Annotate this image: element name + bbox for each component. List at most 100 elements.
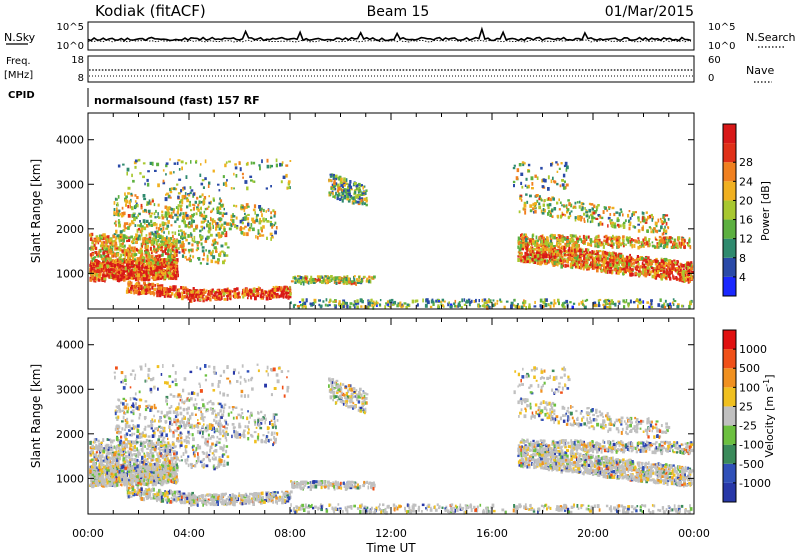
data-cell	[182, 249, 185, 253]
data-cell	[126, 260, 128, 262]
data-cell	[207, 255, 209, 258]
data-cell	[539, 237, 541, 240]
data-cell	[526, 244, 528, 247]
data-cell	[126, 222, 129, 225]
data-cell	[135, 200, 137, 203]
data-cell	[142, 176, 145, 179]
data-cell	[160, 241, 163, 243]
data-cell	[234, 163, 237, 165]
data-cell	[179, 192, 181, 194]
data-cell	[627, 242, 629, 244]
data-cell	[579, 236, 581, 238]
cpid-text: normalsound (fast) 157 RF	[94, 94, 260, 107]
data-cell	[341, 189, 343, 192]
data-cell	[144, 277, 147, 281]
data-cell	[256, 214, 259, 217]
data-cell	[328, 301, 330, 303]
data-cell	[599, 239, 601, 242]
nsearch-label: N.Search	[746, 31, 796, 44]
data-cell	[325, 275, 327, 277]
data-cell	[537, 262, 539, 265]
data-cell	[385, 302, 387, 304]
data-cell	[285, 164, 288, 166]
data-cell	[361, 278, 363, 280]
data-cell	[220, 234, 222, 237]
data-cell	[199, 200, 201, 204]
data-cell	[226, 161, 228, 163]
data-cell	[691, 277, 693, 280]
data-cell	[138, 267, 140, 270]
data-cell	[254, 297, 257, 301]
data-cell	[181, 201, 183, 204]
data-cell	[164, 258, 166, 262]
data-cell	[367, 302, 369, 306]
data-cell	[330, 179, 333, 182]
data-cell	[200, 207, 202, 211]
data-cell	[233, 205, 235, 207]
data-cell	[182, 286, 184, 289]
data-cell	[550, 237, 552, 239]
data-cell	[149, 232, 152, 235]
data-cell	[252, 228, 255, 232]
data-cell	[174, 162, 177, 165]
data-cell	[123, 239, 126, 243]
data-cell	[172, 231, 174, 233]
data-cell	[548, 261, 550, 264]
data-cell	[132, 222, 135, 224]
data-cell	[258, 229, 260, 233]
data-cell	[550, 235, 552, 238]
data-cell	[207, 220, 209, 223]
data-cell	[555, 251, 557, 254]
data-cell	[688, 305, 691, 309]
data-cell	[200, 262, 202, 264]
data-cell	[114, 274, 116, 276]
data-cell	[188, 194, 190, 196]
data-cell	[166, 162, 169, 165]
data-cell	[150, 220, 152, 223]
data-cell	[298, 280, 300, 282]
data-cell	[370, 299, 372, 302]
data-cell	[363, 276, 366, 278]
data-cell	[628, 263, 630, 267]
data-cell	[171, 255, 173, 259]
data-cell	[178, 204, 180, 207]
data-cell	[545, 263, 547, 266]
data-cell	[563, 306, 565, 309]
freq-label-2: [MHz]	[4, 70, 33, 81]
data-cell	[191, 294, 193, 297]
data-cell	[120, 278, 123, 281]
data-cell	[603, 245, 605, 249]
data-cell	[633, 239, 635, 242]
data-cell	[652, 269, 654, 272]
data-cell	[425, 304, 428, 308]
data-cell	[93, 263, 95, 266]
data-cell	[176, 184, 178, 186]
data-cell	[619, 255, 622, 258]
data-cell	[205, 240, 208, 243]
data-cell	[178, 233, 180, 236]
data-cell	[133, 247, 136, 251]
data-cell	[218, 297, 220, 301]
data-cell	[134, 194, 136, 197]
data-cell	[104, 275, 106, 277]
data-cell	[117, 202, 119, 206]
data-cell	[575, 241, 578, 244]
data-cell	[563, 248, 565, 252]
data-cell	[673, 246, 675, 249]
data-cell	[348, 184, 351, 188]
data-cell	[128, 266, 131, 268]
data-cell	[203, 215, 206, 218]
data-cell	[399, 304, 402, 307]
data-cell	[642, 244, 644, 247]
data-cell	[216, 208, 218, 210]
data-cell	[166, 236, 168, 240]
data-cell	[227, 297, 229, 301]
data-cell	[547, 254, 549, 256]
data-cell	[337, 190, 339, 193]
data-cell	[166, 258, 169, 261]
data-cell	[450, 304, 453, 306]
data-cell	[257, 236, 259, 240]
data-cell	[191, 189, 194, 191]
data-cell	[601, 241, 603, 243]
data-cell	[356, 306, 359, 309]
